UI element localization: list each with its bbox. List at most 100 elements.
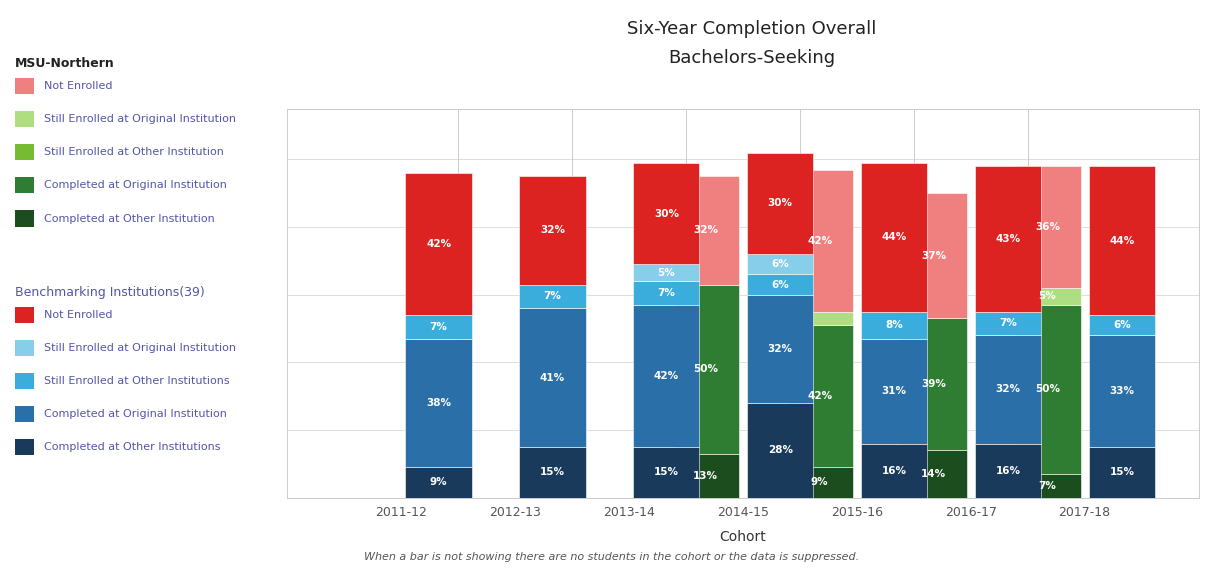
- Text: 9%: 9%: [811, 478, 828, 487]
- Text: Still Enrolled at Other Institution: Still Enrolled at Other Institution: [44, 147, 224, 157]
- Bar: [747, 295, 813, 403]
- Bar: [520, 284, 586, 308]
- Bar: [634, 305, 700, 447]
- Text: Still Enrolled at Original Institution: Still Enrolled at Original Institution: [44, 343, 236, 353]
- Bar: [634, 281, 700, 305]
- Text: Not Enrolled: Not Enrolled: [44, 81, 113, 91]
- Bar: [900, 193, 966, 319]
- Bar: [1014, 288, 1080, 305]
- Bar: [747, 254, 813, 275]
- Text: 16%: 16%: [882, 466, 906, 475]
- Bar: [520, 176, 586, 284]
- Text: 30%: 30%: [768, 198, 793, 208]
- Text: 14%: 14%: [921, 469, 947, 479]
- Text: MSU-Northern: MSU-Northern: [15, 57, 115, 70]
- Text: 42%: 42%: [807, 236, 832, 245]
- Bar: [673, 284, 739, 454]
- Text: 6%: 6%: [1113, 320, 1131, 330]
- Bar: [975, 312, 1041, 335]
- Text: Still Enrolled at Other Institutions: Still Enrolled at Other Institutions: [44, 376, 230, 386]
- Bar: [747, 153, 813, 254]
- Text: 6%: 6%: [772, 259, 789, 269]
- Text: 7%: 7%: [658, 288, 675, 298]
- Bar: [786, 467, 852, 498]
- Text: 38%: 38%: [426, 398, 451, 408]
- Bar: [406, 315, 472, 339]
- Text: Completed at Other Institution: Completed at Other Institution: [44, 213, 215, 224]
- Text: 50%: 50%: [1035, 384, 1060, 395]
- Bar: [900, 450, 966, 498]
- Bar: [1088, 447, 1155, 498]
- Bar: [634, 264, 700, 281]
- Text: Benchmarking Institutions(39): Benchmarking Institutions(39): [15, 286, 204, 299]
- Text: 15%: 15%: [654, 467, 679, 477]
- Text: 7%: 7%: [999, 319, 1018, 328]
- Bar: [861, 312, 927, 339]
- Bar: [520, 308, 586, 447]
- Text: 9%: 9%: [429, 478, 448, 487]
- Bar: [975, 443, 1041, 498]
- Text: 15%: 15%: [1109, 467, 1135, 477]
- Bar: [861, 339, 927, 443]
- Text: Bachelors-Seeking: Bachelors-Seeking: [669, 49, 835, 66]
- Text: 5%: 5%: [658, 268, 675, 278]
- Bar: [861, 443, 927, 498]
- Text: 37%: 37%: [921, 251, 947, 261]
- Bar: [975, 166, 1041, 312]
- Text: 8%: 8%: [885, 320, 903, 330]
- Text: When a bar is not showing there are no students in the cohort or the data is sup: When a bar is not showing there are no s…: [364, 552, 859, 562]
- Bar: [975, 335, 1041, 443]
- Bar: [1088, 315, 1155, 335]
- Bar: [1088, 335, 1155, 447]
- Text: 32%: 32%: [541, 225, 565, 236]
- Bar: [520, 447, 586, 498]
- Text: 44%: 44%: [882, 232, 906, 242]
- Text: 36%: 36%: [1035, 222, 1060, 232]
- Bar: [673, 454, 739, 498]
- Text: Still Enrolled at Original Institution: Still Enrolled at Original Institution: [44, 114, 236, 124]
- Text: Completed at Original Institution: Completed at Original Institution: [44, 180, 227, 190]
- Text: 13%: 13%: [693, 471, 718, 480]
- Text: 7%: 7%: [1038, 481, 1057, 491]
- Bar: [786, 312, 852, 325]
- Text: 44%: 44%: [1109, 236, 1135, 245]
- Bar: [406, 173, 472, 315]
- Bar: [634, 447, 700, 498]
- Text: 42%: 42%: [426, 239, 451, 249]
- Bar: [1014, 305, 1080, 474]
- Bar: [673, 176, 739, 284]
- Bar: [406, 467, 472, 498]
- Bar: [861, 163, 927, 312]
- Text: Completed at Other Institutions: Completed at Other Institutions: [44, 442, 220, 452]
- Text: 41%: 41%: [539, 372, 565, 383]
- Text: 6%: 6%: [772, 280, 789, 289]
- Text: Not Enrolled: Not Enrolled: [44, 309, 113, 320]
- Text: 7%: 7%: [429, 322, 448, 332]
- Text: 50%: 50%: [693, 364, 718, 374]
- Bar: [747, 275, 813, 295]
- Bar: [786, 325, 852, 467]
- Bar: [406, 339, 472, 467]
- Text: 16%: 16%: [996, 466, 1020, 475]
- Text: 32%: 32%: [768, 344, 793, 354]
- Text: 43%: 43%: [996, 234, 1020, 244]
- Text: 32%: 32%: [996, 384, 1020, 395]
- Bar: [1088, 166, 1155, 315]
- Text: 31%: 31%: [882, 386, 906, 396]
- Text: 15%: 15%: [541, 467, 565, 477]
- Text: 42%: 42%: [807, 391, 832, 401]
- Bar: [1014, 166, 1080, 288]
- Text: Six-Year Completion Overall: Six-Year Completion Overall: [627, 20, 877, 38]
- Text: 33%: 33%: [1109, 386, 1135, 396]
- Bar: [634, 163, 700, 264]
- Bar: [1014, 474, 1080, 498]
- Text: 39%: 39%: [921, 379, 945, 390]
- X-axis label: Cohort: Cohort: [719, 530, 767, 544]
- Text: 5%: 5%: [1038, 291, 1057, 301]
- Bar: [900, 319, 966, 450]
- Text: 42%: 42%: [654, 371, 679, 381]
- Text: 32%: 32%: [693, 225, 718, 236]
- Bar: [747, 403, 813, 498]
- Text: 7%: 7%: [543, 291, 561, 301]
- Bar: [786, 169, 852, 312]
